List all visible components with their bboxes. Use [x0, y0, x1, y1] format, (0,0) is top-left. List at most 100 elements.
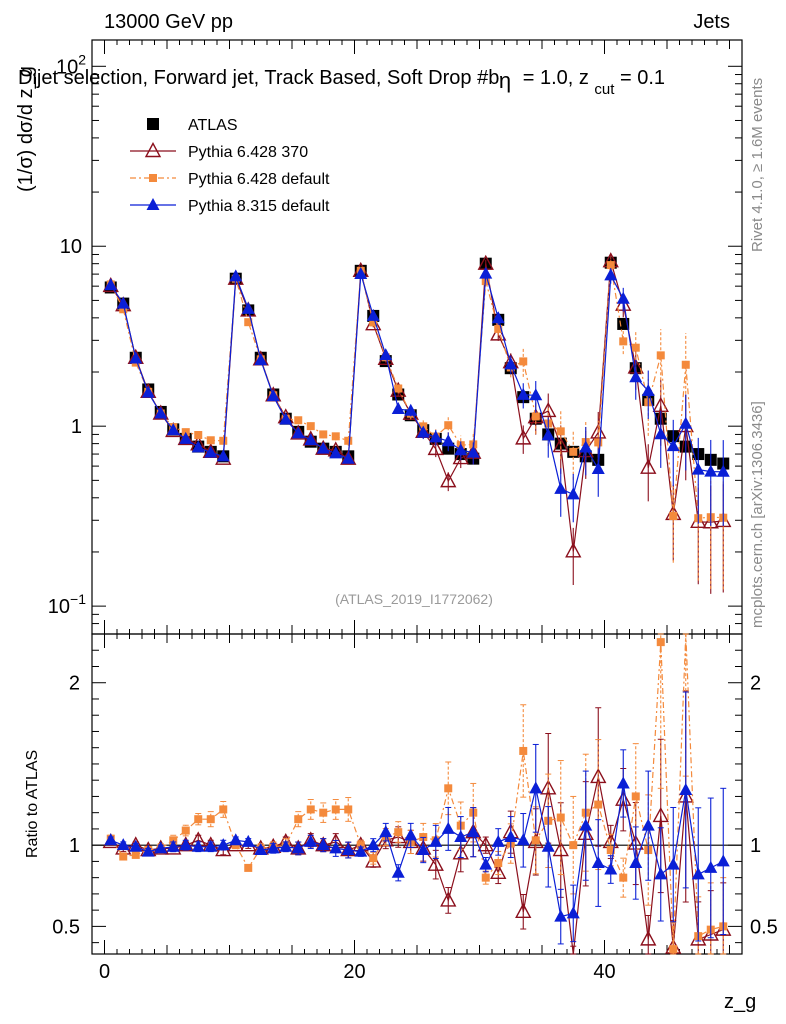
- pythia-6-428-default-ratio-point: [569, 841, 578, 850]
- pythia-6-428-default-ratio-point: [556, 813, 565, 822]
- pythia-6-428-default-ratio-point: [119, 852, 128, 861]
- y-tick-label: 10−1: [48, 591, 86, 618]
- legend-label: Pythia 6.428 default: [188, 171, 330, 188]
- pythia-8-315-default-point: [429, 430, 443, 443]
- pythia-8-315-default-ratio-point: [429, 834, 443, 847]
- pythia-8-315-default-point: [191, 440, 205, 453]
- pythia-8-315-default-point: [654, 427, 668, 440]
- title-beta-symbol: η: [499, 68, 511, 93]
- pythia-8-315-default-point: [679, 416, 693, 429]
- pythia-6-428-370-point: [315, 439, 332, 455]
- main-plot-data: [102, 252, 732, 594]
- pythia-8-315-default-point: [704, 464, 718, 477]
- pythia-6-428-default-point: [331, 432, 340, 441]
- pythia-8-315-default-point: [454, 443, 468, 456]
- pythia-8-315-default-point: [304, 433, 318, 446]
- pythia-8-315-default-point: [516, 387, 530, 400]
- pythia-8-315-default-ratio-point: [604, 862, 618, 875]
- pythia-6-428-370-point: [452, 449, 469, 465]
- pythia-8-315-default-ratio-point: [716, 854, 730, 867]
- pythia-6-428-default-ratio-point: [531, 836, 540, 845]
- y-tick-label: 1: [71, 416, 82, 438]
- pythia-6-428-default-point: [669, 512, 678, 521]
- y-axis-label-text: (1/σ) dσ/d z_g: [15, 66, 37, 192]
- pythia-8-315-default-point: [379, 348, 393, 361]
- pythia-6-428-default-point: [594, 438, 603, 447]
- pythia-8-315-default-point: [204, 445, 218, 458]
- pythia-6-428-default-point: [606, 261, 615, 270]
- x-tick-label: 20: [343, 961, 365, 983]
- ratio-y-tick-label-right: 2: [750, 673, 761, 695]
- title-tail: = 0.1: [620, 67, 665, 89]
- pythia-6-428-default-point: [344, 436, 353, 445]
- pythia-8-315-default-ratio-point: [666, 857, 680, 870]
- pythia-6-428-default-ratio-point: [519, 746, 528, 755]
- pythia-8-315-default-ratio-point: [704, 860, 718, 873]
- pythia-6-428-default-point: [656, 351, 665, 360]
- pythia-8-315-default-ratio-point: [491, 834, 505, 847]
- pythia-8-315-default-ratio-point: [629, 856, 643, 869]
- x-tick-label: 0: [99, 961, 110, 983]
- pythia-6-428-default-main-line: [110, 265, 724, 519]
- pythia-6-428-370-point: [427, 439, 444, 456]
- pythia-6-428-370-point: [290, 424, 307, 440]
- pythia-8-315-default-ratio-point: [554, 909, 568, 922]
- pythia-6-428-default-ratio-point: [306, 805, 315, 814]
- pythia-6-428-370-ratio-point: [177, 836, 194, 852]
- pythia-8-315-default-ratio-point: [541, 839, 555, 852]
- pythia-8-315-default-ratio-point: [354, 844, 368, 857]
- pythia-8-315-default-ratio-point: [504, 830, 518, 843]
- pythia-8-315-default-point: [666, 439, 680, 452]
- pythia-6-428-370-ratio-point: [640, 930, 657, 946]
- pythia-6-428-default-ratio-point: [194, 815, 203, 824]
- ratio-y-tick-label: 2: [69, 673, 80, 695]
- pythia-8-315-default-ratio-point: [229, 833, 243, 846]
- pythia-8-315-default-point: [629, 370, 643, 383]
- pythia-8-315-default-ratio-point: [591, 856, 605, 869]
- legend-label: ATLAS: [188, 117, 238, 134]
- pythia-6-428-default-point: [119, 305, 128, 314]
- pythia-8-315-default-point: [579, 440, 593, 453]
- ratio-y-tick-label-right: 0.5: [750, 916, 778, 938]
- pythia-8-315-default-ratio-point: [154, 841, 168, 854]
- pythia-6-428-default-point: [319, 430, 328, 439]
- pythia-8-315-default-point: [366, 308, 380, 321]
- pythia-6-428-default-ratio-point: [619, 873, 628, 882]
- pythia-6-428-370-ratio-point: [440, 891, 457, 907]
- pythia-8-315-default-point: [116, 296, 130, 309]
- pythia-8-315-default-point: [216, 449, 230, 462]
- ratio-plot-data: [102, 633, 732, 955]
- pythia-6-428-default-point: [494, 324, 503, 333]
- pythia-6-428-default-ratio-line: [110, 633, 724, 950]
- pythia-8-315-default-ratio-point: [454, 830, 468, 843]
- category-label: Jets: [693, 11, 730, 33]
- pythia-6-428-default-ratio-point: [656, 638, 665, 647]
- pythia-8-315-default-ratio-point: [641, 818, 655, 831]
- pythia-8-315-default-point: [529, 388, 543, 401]
- pythia-8-315-default-ratio-point: [654, 867, 668, 880]
- pythia-6-428-370-ratio-point: [515, 902, 532, 918]
- pythia-6-428-default-ratio-point: [369, 854, 378, 863]
- pythia-6-428-370-point: [590, 423, 607, 439]
- pythia-6-428-default-point: [194, 431, 203, 440]
- pythia-8-315-default-point: [291, 426, 305, 439]
- pythia-6-428-default-point: [569, 447, 578, 456]
- ratio-axis-ticks: 0.5 0.51 12 20 20 40: [52, 634, 778, 983]
- pythia-8-315-default-ratio-point: [316, 838, 330, 851]
- pythia-8-315-default-ratio-point: [529, 781, 543, 794]
- pythia-6-428-default-ratio-point: [331, 805, 340, 814]
- pythia-8-315-default-ratio-point: [416, 843, 430, 856]
- pythia-6-428-370-ratio-point: [427, 855, 444, 871]
- pythia-8-315-default-ratio-point: [616, 776, 630, 789]
- pythia-6-428-default-point: [306, 422, 315, 431]
- plot-title: Dijet selection, Forward jet, Track Base…: [18, 67, 665, 99]
- pythia-8-315-default-ratio-point: [341, 843, 355, 856]
- pythia-6-428-370-ratio-point: [452, 844, 469, 860]
- pythia-8-315-default-ratio-point: [191, 839, 205, 852]
- pythia-8-315-default-point: [279, 412, 293, 425]
- pythia-8-315-default-ratio-point: [404, 828, 418, 841]
- pythia-8-315-default-ratio-point: [254, 843, 268, 856]
- pythia-6-428-default-ratio-point: [606, 846, 615, 855]
- legend-marker: [144, 142, 162, 158]
- pythia-6-428-370-point: [565, 542, 582, 558]
